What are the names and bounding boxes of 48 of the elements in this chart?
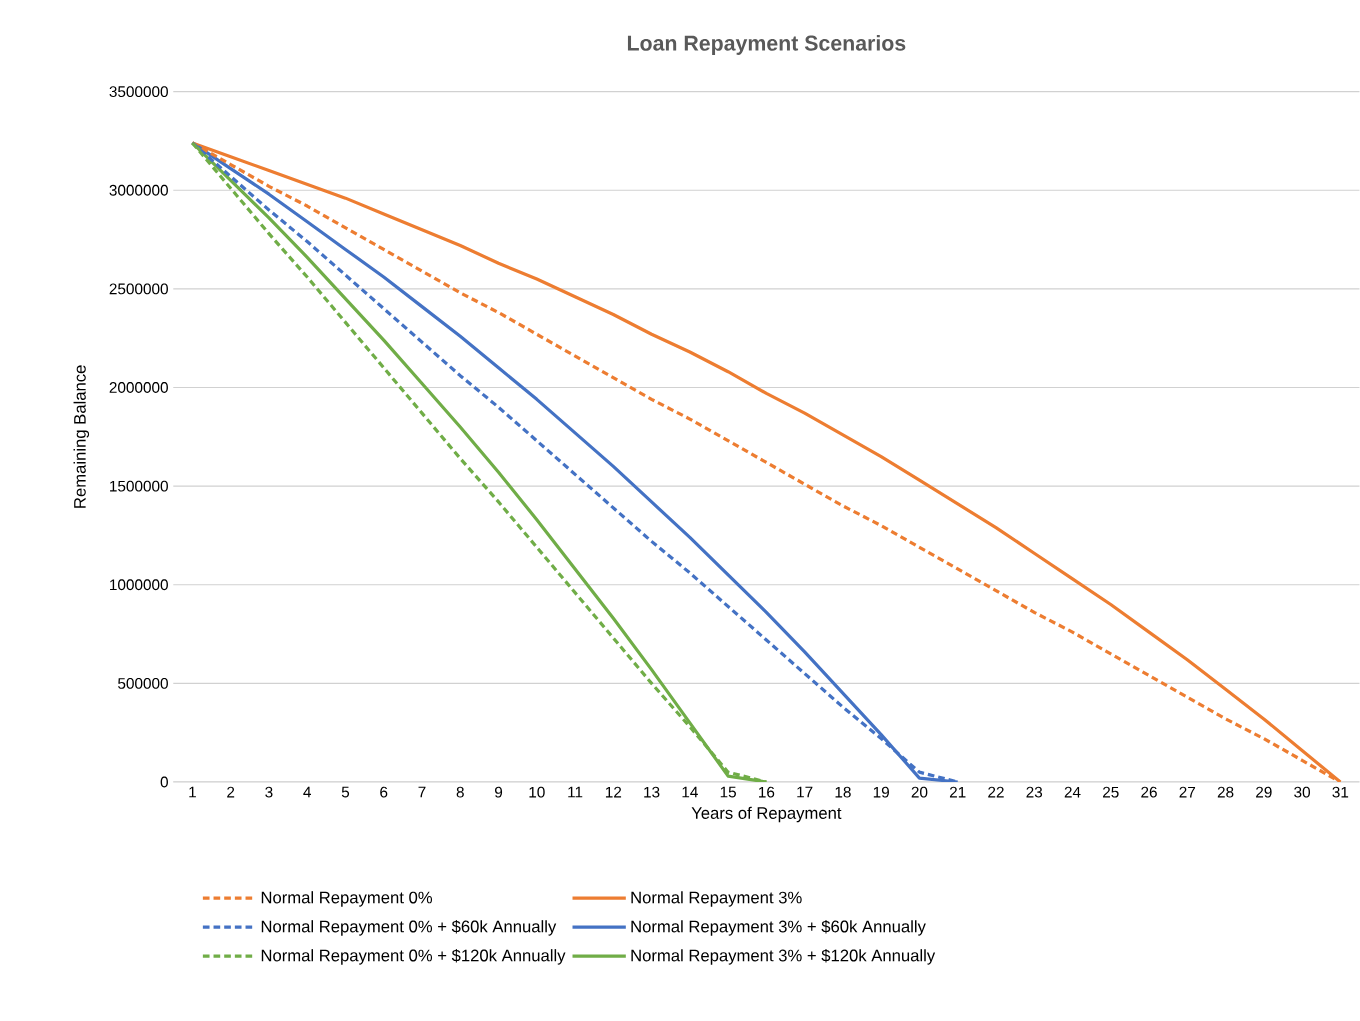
y-tick-label: 2000000 (109, 382, 168, 394)
legend-label: Normal Repayment 0% (261, 891, 433, 907)
x-tick-label: 5 (341, 786, 350, 798)
x-tick-label: 28 (1217, 786, 1234, 798)
chart-title: Loan Repayment Scenarios (627, 35, 906, 56)
x-tick-label: 8 (456, 786, 464, 798)
x-tick-label: 20 (911, 786, 928, 798)
legend-label: Normal Repayment 0% + $60k Annually (261, 920, 557, 936)
x-tick-label: 13 (644, 786, 660, 798)
x-tick-label: 25 (1103, 786, 1119, 798)
x-tick-label: 31 (1332, 786, 1349, 798)
y-tick-label: 500000 (118, 678, 168, 690)
legend-label: Normal Repayment 3% + $60k Annually (631, 920, 926, 936)
x-tick-label: 23 (1026, 786, 1043, 798)
x-tick-label: 3 (265, 786, 273, 798)
y-tick-label: 1500000 (110, 480, 168, 492)
x-tick-label: 27 (1179, 786, 1196, 798)
x-tick-label: 11 (568, 786, 583, 798)
x-tick-label: 15 (720, 786, 736, 798)
x-tick-label: 19 (873, 786, 889, 798)
x-tick-label: 18 (835, 786, 851, 798)
y-tick-label: 3000000 (109, 185, 168, 196)
legend-label: Normal Repayment 0% + $120k Annually (261, 949, 566, 965)
x-tick-label: 4 (303, 786, 312, 798)
legend-label: Normal Repayment 3% (631, 891, 802, 907)
y-tick-label: 3500000 (109, 86, 168, 98)
y-axis-title: Remaining Balance (73, 365, 90, 508)
x-tick-label: 2 (227, 786, 235, 798)
x-tick-label: 6 (380, 786, 388, 798)
x-tick-label: 7 (418, 786, 426, 798)
x-tick-label: 24 (1064, 786, 1081, 798)
legend-label: Normal Repayment 3% + $120k Annually (631, 949, 936, 965)
x-tick-label: 10 (529, 786, 545, 798)
y-tick-label: 0 (160, 776, 168, 788)
x-tick-label: 9 (494, 786, 503, 798)
x-tick-label: 12 (605, 786, 622, 798)
x-tick-label: 30 (1294, 786, 1310, 798)
y-tick-label: 2500000 (109, 283, 168, 295)
x-tick-label: 22 (988, 786, 1004, 798)
x-tick-label: 21 (949, 786, 966, 798)
x-axis-title: Years of Repayment (691, 806, 842, 823)
x-tick-label: 1 (189, 786, 196, 798)
x-tick-label: 16 (759, 786, 775, 798)
x-tick-label: 26 (1141, 786, 1157, 798)
y-tick-label: 1000000 (110, 579, 168, 591)
x-tick-label: 17 (797, 786, 813, 798)
x-tick-label: 14 (682, 786, 698, 798)
x-tick-label: 29 (1256, 786, 1272, 798)
